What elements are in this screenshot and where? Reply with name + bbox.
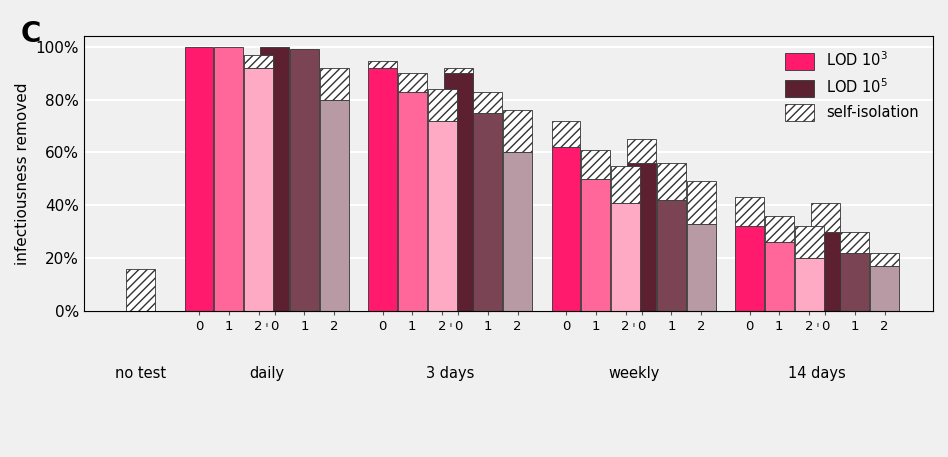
Bar [870, 266, 900, 311]
Bar [398, 73, 427, 91]
Bar [686, 224, 716, 311]
Bar [319, 100, 349, 311]
Bar [581, 179, 611, 311]
Bar [611, 202, 640, 311]
Text: ': ' [264, 322, 268, 336]
Bar [765, 216, 793, 242]
Bar [657, 200, 686, 311]
Bar [368, 61, 397, 68]
Bar [794, 226, 824, 258]
Bar [794, 258, 824, 311]
Text: ': ' [815, 322, 819, 336]
Bar [185, 47, 213, 311]
Text: 14 days: 14 days [788, 366, 846, 381]
Text: 3 days: 3 days [426, 366, 474, 381]
Bar [428, 121, 457, 311]
Bar [611, 165, 640, 202]
Bar [841, 232, 869, 253]
Bar [473, 113, 502, 311]
Bar [552, 147, 580, 311]
Bar [398, 91, 427, 311]
Bar [657, 163, 686, 200]
Bar [870, 253, 900, 266]
Text: ': ' [631, 322, 635, 336]
Text: ': ' [448, 322, 452, 336]
Bar [503, 152, 532, 311]
Bar [765, 242, 793, 311]
Bar [686, 181, 716, 224]
Bar [841, 253, 869, 311]
Bar [628, 139, 656, 163]
Bar [552, 121, 580, 147]
Legend: LOD 10$^3$, LOD 10$^5$, self-isolation: LOD 10$^3$, LOD 10$^5$, self-isolation [777, 43, 925, 128]
Bar [428, 89, 457, 121]
Bar [214, 47, 244, 311]
Bar [244, 68, 273, 311]
Bar [735, 226, 764, 311]
Text: daily: daily [249, 366, 284, 381]
Bar [444, 73, 473, 311]
Bar [811, 202, 840, 232]
Bar [319, 68, 349, 100]
Bar [735, 197, 764, 226]
Bar [811, 232, 840, 311]
Text: weekly: weekly [608, 366, 659, 381]
Bar [290, 49, 319, 311]
Bar [126, 269, 155, 311]
Text: C: C [20, 20, 41, 48]
Bar [244, 54, 273, 68]
Bar [260, 47, 289, 311]
Y-axis label: infectiousness removed: infectiousness removed [15, 82, 30, 265]
Bar [444, 68, 473, 73]
Text: no test: no test [115, 366, 166, 381]
Bar [628, 163, 656, 311]
Bar [503, 110, 532, 152]
Bar [581, 150, 611, 179]
Bar [473, 91, 502, 113]
Bar [368, 68, 397, 311]
